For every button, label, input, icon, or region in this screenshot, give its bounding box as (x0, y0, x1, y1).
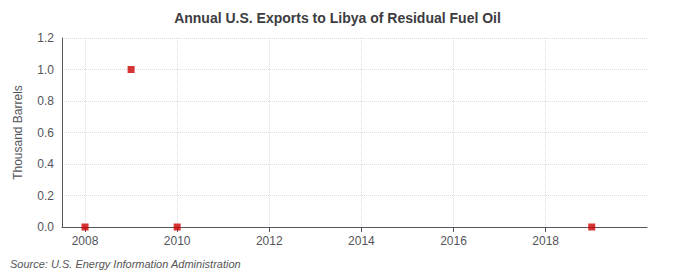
svg-text:Thousand Barrels: Thousand Barrels (11, 85, 25, 180)
svg-text:Annual U.S. Exports to Libya o: Annual U.S. Exports to Libya of Residual… (174, 10, 501, 26)
svg-text:0.0: 0.0 (37, 220, 54, 234)
svg-text:0.6: 0.6 (37, 126, 54, 140)
svg-text:2014: 2014 (348, 234, 375, 248)
svg-text:0.4: 0.4 (37, 157, 54, 171)
svg-text:1.2: 1.2 (37, 31, 54, 45)
svg-text:2018: 2018 (532, 234, 559, 248)
svg-text:2008: 2008 (72, 234, 99, 248)
svg-text:2012: 2012 (256, 234, 283, 248)
svg-text:0.2: 0.2 (37, 189, 54, 203)
svg-text:2010: 2010 (164, 234, 191, 248)
svg-text:0.8: 0.8 (37, 94, 54, 108)
svg-text:Source: U.S. Energy Informatio: Source: U.S. Energy Information Administ… (10, 258, 241, 270)
svg-text:2016: 2016 (440, 234, 467, 248)
svg-text:1.0: 1.0 (37, 63, 54, 77)
